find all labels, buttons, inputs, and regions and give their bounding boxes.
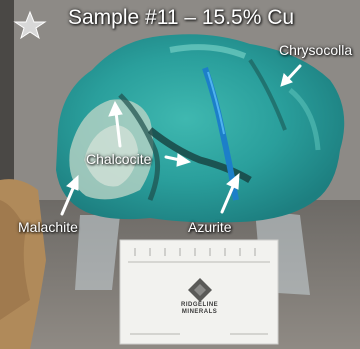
label-chalcocite: Chalcocite [86, 151, 151, 167]
label-chrysocolla: Chrysocolla [279, 42, 352, 58]
card-brand-line2: MINERALS [181, 309, 218, 316]
left-panel [0, 0, 14, 180]
business-card [120, 240, 278, 344]
sample-title: Sample #11 – 15.5% Cu [68, 6, 294, 30]
card-brand-text: RIDGELINE MINERALS [181, 302, 218, 316]
label-azurite: Azurite [188, 219, 232, 235]
label-malachite: Malachite [18, 219, 78, 235]
card-brand-line1: RIDGELINE [181, 302, 218, 309]
